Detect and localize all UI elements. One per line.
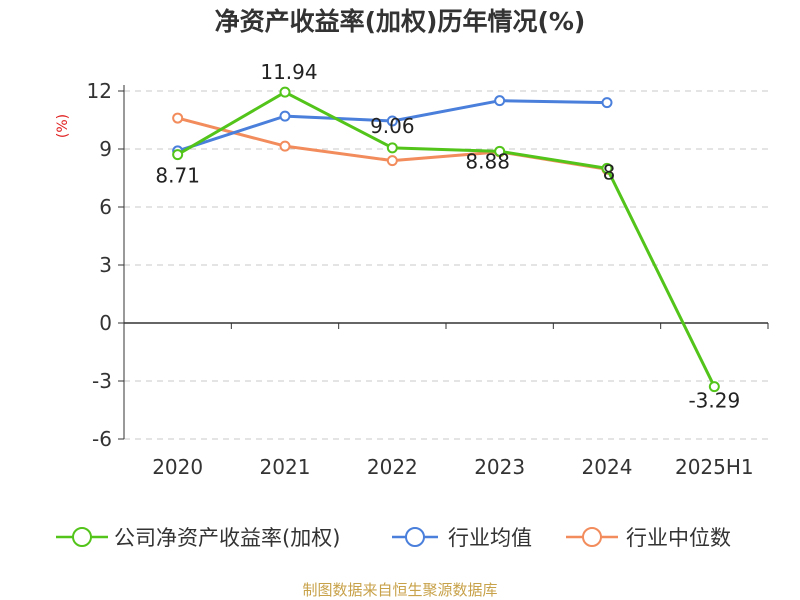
data-label: 8.71 xyxy=(155,164,200,188)
data-point-marker xyxy=(494,145,506,157)
series-line-0 xyxy=(176,90,716,388)
legend-label: 公司净资产收益率(加权) xyxy=(114,526,340,550)
y-tick-label: 12 xyxy=(87,79,112,103)
x-tick-label: 2024 xyxy=(582,455,633,479)
x-tick-label: 2023 xyxy=(474,455,525,479)
x-tick-label: 2022 xyxy=(367,455,418,479)
data-label: -3.29 xyxy=(688,389,740,413)
y-tick-label: 6 xyxy=(99,195,112,219)
data-point-marker xyxy=(279,86,291,98)
data-point-marker xyxy=(494,95,506,107)
x-tick-label: 2021 xyxy=(260,455,311,479)
data-point-marker xyxy=(279,110,291,122)
y-tick-label: 0 xyxy=(99,311,112,335)
data-label: 8 xyxy=(603,160,616,184)
x-tick-label: 2025H1 xyxy=(675,455,754,479)
legend-swatch-marker xyxy=(582,527,602,547)
data-point-marker xyxy=(601,162,613,174)
data-label: 9.06 xyxy=(370,114,415,138)
data-point-marker xyxy=(601,97,613,109)
y-axis-label: (%) xyxy=(55,114,71,138)
data-point-marker xyxy=(172,149,184,161)
y-tick-label: -6 xyxy=(92,427,112,451)
y-tick-label: 9 xyxy=(99,137,112,161)
data-label: 8.88 xyxy=(465,149,510,173)
data-point-marker xyxy=(708,381,720,393)
legend-label: 行业中位数 xyxy=(626,526,731,550)
legend-label: 行业均值 xyxy=(448,526,532,550)
x-tick-label: 2020 xyxy=(152,455,203,479)
data-point-marker xyxy=(172,112,184,124)
data-point-marker xyxy=(386,115,398,127)
data-point-marker xyxy=(386,155,398,167)
y-tick-label: -3 xyxy=(92,369,112,393)
data-label: 11.94 xyxy=(260,60,317,84)
y-tick-label: 3 xyxy=(99,253,112,277)
source-note: 制图数据来自恒生聚源数据库 xyxy=(302,581,498,599)
data-point-marker xyxy=(386,142,398,154)
legend-swatch-marker xyxy=(72,527,92,547)
chart-title: 净资产收益率(加权)历年情况(%) xyxy=(214,7,586,36)
data-point-marker xyxy=(279,140,291,152)
legend-swatch-marker xyxy=(405,527,425,547)
